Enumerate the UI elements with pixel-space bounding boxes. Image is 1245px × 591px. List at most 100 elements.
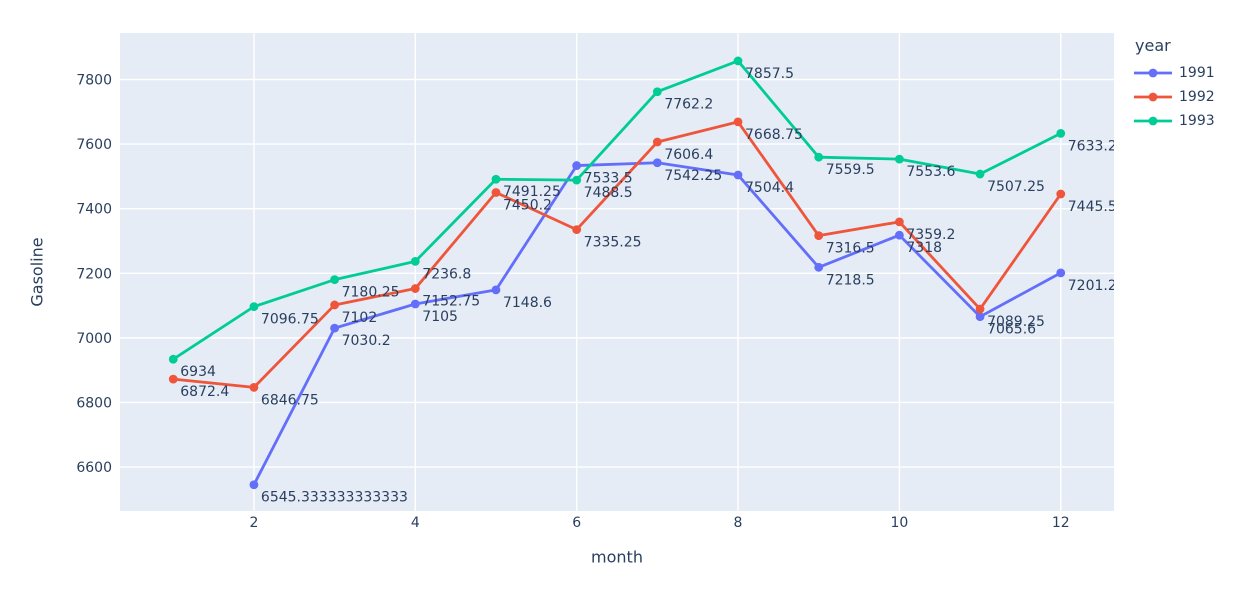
point-label-1993-m5: 7491.25 [503,184,561,200]
legend-line-icon [1134,116,1172,126]
point-label-1991-m4: 7105 [422,309,458,325]
plot-area [120,33,1114,511]
point-label-1992-m12: 7445.5 [1068,199,1117,215]
legend-items: 1991 1992 1993 [1133,61,1215,133]
y-tick-label: 6600 [76,460,112,476]
legend-item-label: 1992 [1179,89,1215,105]
data-point-1991-m10[interactable] [894,230,904,240]
data-point-1991-m12[interactable] [1056,268,1066,278]
data-point-1993-m9[interactable] [814,152,824,162]
data-point-1992-m7[interactable] [652,137,662,147]
point-label-1991-m12: 7201.2 [1068,278,1117,294]
legend-line-icon [1134,68,1172,78]
point-label-1992-m11: 7089.25 [987,314,1045,330]
data-point-1991-m2[interactable] [249,480,259,490]
data-point-1993-m4[interactable] [410,257,420,266]
data-point-1993-m2[interactable] [249,302,259,312]
series-line-1993[interactable] [172,59,1062,361]
point-label-1993-m12: 7633.2 [1068,138,1117,154]
data-point-1993-m8[interactable] [733,56,743,66]
y-tick-label: 7000 [76,331,112,347]
point-label-1991-m7: 7542.25 [664,168,722,184]
point-label-1992-m3: 7102 [342,310,378,326]
y-tick-label: 7800 [76,73,112,89]
data-point-1991-m9[interactable] [814,262,824,272]
data-point-1992-m4[interactable] [410,284,420,293]
y-tick-label: 6800 [76,395,112,411]
x-tick-label: 8 [734,515,743,531]
point-label-1991-m6: 7533.5 [584,171,633,187]
data-point-1991-m6[interactable] [572,161,582,170]
data-point-1992-m3[interactable] [330,300,340,310]
data-point-1991-m3[interactable] [330,323,340,333]
legend-item-1991[interactable]: 1991 [1133,61,1215,85]
point-label-1991-m5: 7148.6 [503,295,552,311]
point-label-1991-m3: 7030.2 [342,333,391,349]
legend-item-label: 1993 [1179,113,1215,129]
data-point-1991-m4[interactable] [410,299,420,309]
data-point-1991-m8[interactable] [733,170,743,180]
point-label-1991-m2: 6545.333333333333 [261,490,408,506]
point-label-1992-m6: 7335.25 [584,235,642,251]
point-label-1993-m4: 7236.8 [422,266,471,282]
data-point-1993-m3[interactable] [330,275,340,285]
y-tick-label: 7200 [76,266,112,282]
point-label-1992-m7: 7606.4 [664,147,713,163]
legend-item-1992[interactable]: 1992 [1133,85,1215,109]
point-label-1992-m2: 6846.75 [261,392,319,408]
y-tick-label: 7400 [76,202,112,218]
x-tick-label: 10 [890,515,908,531]
point-label-1991-m10: 7318 [906,240,942,256]
x-tick-label: 2 [249,515,258,531]
data-point-1992-m9[interactable] [814,231,824,241]
data-point-1992-m10[interactable] [894,217,904,227]
y-tick-label: 7600 [76,137,112,153]
legend-title: year [1135,36,1171,55]
point-label-1991-m8: 7504.4 [745,180,794,196]
data-point-1993-m10[interactable] [894,154,904,164]
point-label-1992-m4: 7152.75 [422,294,480,310]
data-point-1992-m5[interactable] [491,188,501,197]
data-point-1992-m8[interactable] [733,117,743,127]
data-point-1991-m5[interactable] [491,285,501,295]
point-label-1993-m1: 6934 [180,364,216,380]
point-label-1993-m11: 7507.25 [987,179,1045,195]
data-point-1992-m6[interactable] [572,225,582,235]
data-point-1991-m11[interactable] [975,312,985,322]
legend-item-1993[interactable]: 1993 [1133,109,1215,133]
point-label-1993-m2: 7096.75 [261,312,319,328]
data-point-1993-m7[interactable] [652,87,662,97]
point-label-1992-m8: 7668.75 [745,127,803,143]
x-tick-label: 6 [572,515,581,531]
data-point-1991-m7[interactable] [652,158,662,168]
legend: year 1991 1992 1993 [1133,36,1215,133]
point-label-1993-m7: 7762.2 [664,97,713,113]
data-point-1993-m6[interactable] [572,175,582,185]
data-point-1992-m1[interactable] [168,374,178,384]
data-point-1993-m5[interactable] [491,174,501,184]
data-point-1993-m11[interactable] [975,169,985,179]
point-label-1993-m3: 7180.25 [342,285,400,301]
point-label-1993-m9: 7559.5 [826,162,875,178]
x-axis-title: month [591,547,643,567]
point-label-1992-m10: 7359.2 [906,227,955,243]
point-label-1993-m6: 7488.5 [584,185,633,201]
y-axis-title: Gasoline [27,237,47,307]
series-line-1992[interactable] [173,120,1062,389]
point-label-1991-m9: 7218.5 [826,272,875,288]
point-label-1992-m9: 7316.5 [826,241,875,257]
legend-line-icon [1134,92,1172,102]
legend-item-label: 1991 [1179,65,1215,81]
data-point-1992-m12[interactable] [1056,189,1066,199]
data-point-1992-m2[interactable] [249,382,259,392]
data-point-1993-m12[interactable] [1056,128,1066,138]
point-label-1993-m8: 7857.5 [745,66,794,82]
data-point-1993-m1[interactable] [168,354,178,364]
point-label-1993-m10: 7553.6 [906,164,955,180]
data-point-1992-m11[interactable] [975,304,985,314]
x-tick-label: 4 [411,515,420,531]
point-label-1992-m5: 7450.2 [503,197,552,213]
